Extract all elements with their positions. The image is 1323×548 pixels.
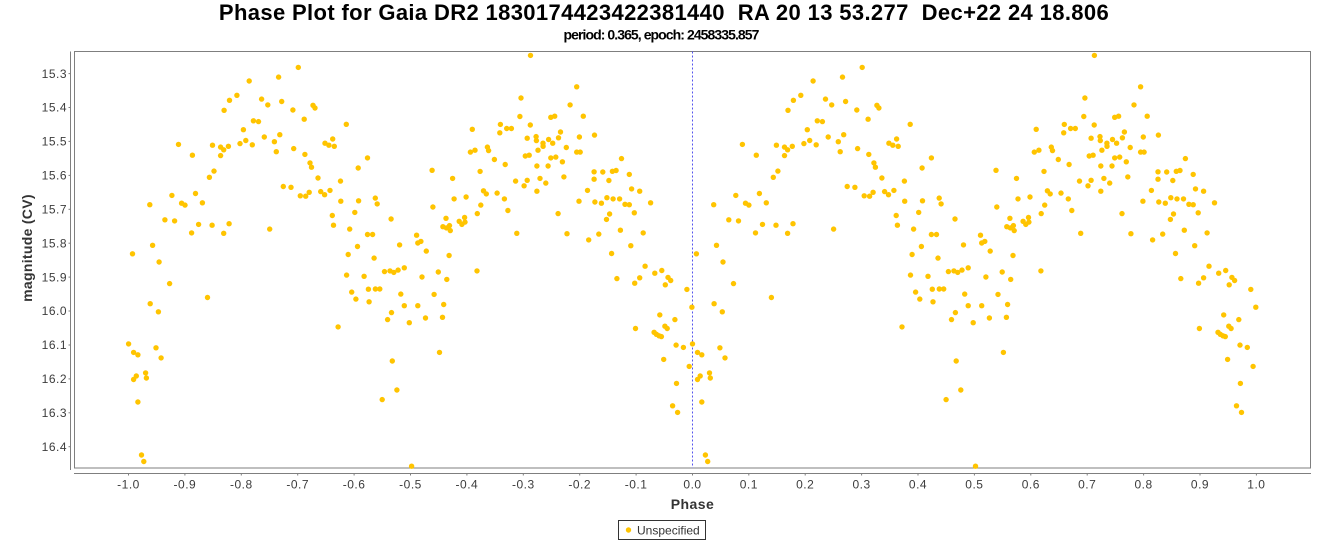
svg-text:-0.2: -0.2	[568, 478, 591, 492]
svg-text:0.1: 0.1	[740, 478, 758, 492]
svg-text:magnitude (CV): magnitude (CV)	[19, 194, 35, 302]
svg-text:-0.1: -0.1	[625, 478, 648, 492]
svg-text:-0.6: -0.6	[343, 478, 366, 492]
svg-text:16.2: 16.2	[42, 372, 67, 386]
svg-text:15.3: 15.3	[42, 67, 67, 81]
svg-text:0.5: 0.5	[965, 478, 983, 492]
svg-text:16.0: 16.0	[42, 304, 67, 318]
svg-text:0.0: 0.0	[683, 478, 701, 492]
svg-text:0.3: 0.3	[853, 478, 871, 492]
svg-text:-0.4: -0.4	[456, 478, 479, 492]
svg-text:16.3: 16.3	[42, 406, 67, 420]
svg-text:15.6: 15.6	[42, 169, 67, 183]
svg-text:15.5: 15.5	[42, 135, 67, 149]
svg-text:Phase Plot for Gaia DR2 183017: Phase Plot for Gaia DR2 1830174423422381…	[219, 0, 1109, 25]
svg-text:15.7: 15.7	[42, 203, 67, 217]
svg-text:15.8: 15.8	[42, 236, 67, 250]
svg-text:0.2: 0.2	[796, 478, 814, 492]
svg-text:Phase: Phase	[671, 496, 715, 512]
svg-text:0.8: 0.8	[1135, 478, 1153, 492]
svg-text:-0.5: -0.5	[399, 478, 422, 492]
svg-text:1.0: 1.0	[1247, 478, 1265, 492]
svg-text:0.4: 0.4	[909, 478, 927, 492]
svg-text:16.4: 16.4	[42, 440, 67, 454]
svg-text:-0.8: -0.8	[230, 478, 253, 492]
svg-text:0.9: 0.9	[1191, 478, 1209, 492]
svg-text:-0.9: -0.9	[174, 478, 197, 492]
svg-text:15.4: 15.4	[42, 101, 67, 115]
svg-text:Unspecified: Unspecified	[637, 523, 700, 537]
svg-text:-1.0: -1.0	[117, 478, 140, 492]
svg-text:0.7: 0.7	[1078, 478, 1096, 492]
svg-text:-0.3: -0.3	[512, 478, 535, 492]
svg-text:0.6: 0.6	[1022, 478, 1040, 492]
svg-text:period: 0.365, epoch: 2458335.: period: 0.365, epoch: 2458335.857	[564, 26, 760, 42]
svg-text:-0.7: -0.7	[286, 478, 309, 492]
svg-text:16.1: 16.1	[42, 338, 67, 352]
svg-text:15.9: 15.9	[42, 270, 67, 284]
